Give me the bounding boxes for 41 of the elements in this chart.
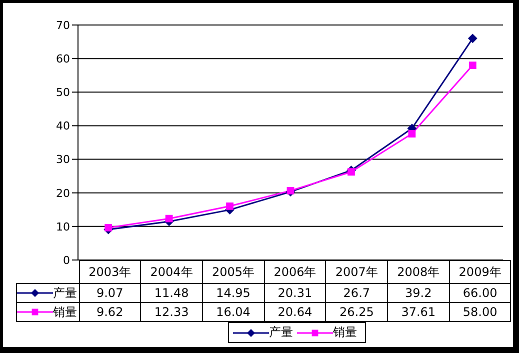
data-label: 20.64 — [264, 302, 326, 322]
x-tick-label: 2006年 — [264, 260, 326, 284]
y-tick-label: 70 — [56, 18, 70, 32]
y-tick-label: 60 — [56, 52, 70, 66]
point — [348, 168, 355, 176]
data-label: 20.31 — [264, 284, 326, 302]
point — [468, 34, 478, 43]
data-label: 16.04 — [202, 302, 264, 322]
data-label: 26.25 — [326, 302, 388, 322]
legend-label: 产量 — [16, 284, 79, 302]
y-tick-label: 10 — [56, 220, 70, 234]
data-label: 58.00 — [449, 302, 511, 322]
x-tick-label: 2005年 — [202, 260, 264, 284]
x-tick-label: 2003年 — [79, 260, 141, 284]
text: 销量 — [333, 325, 357, 339]
point — [165, 214, 173, 222]
data-label: 14.95 — [202, 284, 264, 302]
data-label: 39.2 — [388, 284, 450, 302]
data-label: 12.33 — [140, 302, 202, 322]
x-tick-label: 2007年 — [326, 260, 388, 284]
point — [104, 224, 112, 232]
point — [468, 62, 476, 69]
point — [286, 187, 294, 194]
data-label: 9.07 — [79, 284, 141, 302]
legend-label: 销量 — [16, 302, 79, 322]
y-tick-label: 20 — [56, 186, 70, 200]
point — [408, 130, 416, 138]
point — [226, 202, 234, 210]
data-label: 9.62 — [79, 302, 141, 322]
data-label: 11.48 — [140, 284, 202, 302]
x-tick-label: 2004年 — [140, 260, 202, 284]
y-tick-label: 0 — [63, 254, 70, 267]
x-tick-label: 2009年 — [449, 260, 511, 284]
y-tick-label: 50 — [56, 86, 70, 100]
y-tick-label: 30 — [56, 153, 70, 166]
x-tick-label: 2008年 — [388, 260, 450, 284]
text: 产量 — [269, 325, 293, 339]
data-label: 37.61 — [388, 302, 450, 322]
y-tick-label: 40 — [56, 120, 70, 133]
data-label: 66.00 — [449, 284, 511, 302]
data-label: 26.7 — [326, 284, 388, 302]
